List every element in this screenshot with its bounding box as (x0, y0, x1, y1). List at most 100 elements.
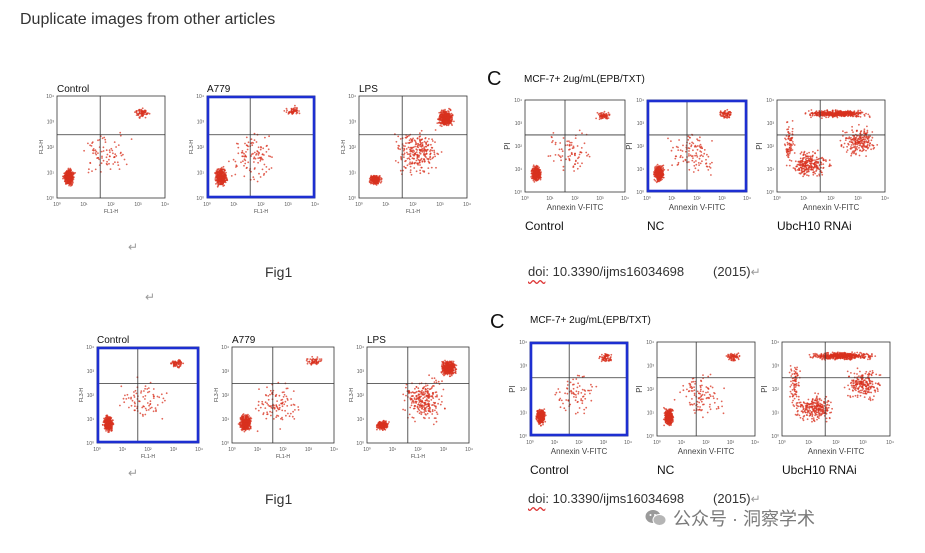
y-tick-label: 10³ (767, 121, 775, 127)
x-tick-label: 10³ (134, 202, 142, 208)
event-dots (788, 351, 882, 423)
page-title: Duplicate images from other articles (20, 11, 276, 28)
x-tick-label: 10³ (718, 196, 726, 202)
x-tick-label: 10² (575, 440, 583, 446)
return-mark: ↵ (128, 466, 139, 480)
event-dots (652, 108, 732, 184)
doi-prefix: doi (528, 264, 546, 279)
x-tick-label: 10⁰ (521, 196, 529, 202)
y-tick-label: 10¹ (772, 411, 780, 417)
x-tick-label: 10¹ (230, 202, 238, 208)
x-tick-label: 10⁰ (53, 202, 61, 208)
y-axis-title: PI (503, 142, 512, 150)
doi-prefix: doi (528, 491, 546, 506)
y-tick-label: 10⁰ (771, 434, 779, 440)
x-tick-label: 10⁰ (363, 447, 371, 453)
sample-label: A779 (207, 84, 231, 95)
y-tick-label: 10⁴ (636, 98, 644, 104)
x-tick-label: 10³ (600, 440, 608, 446)
return-mark: ↵ (750, 492, 761, 506)
sample-label: Control (57, 84, 89, 95)
y-tick-label: 10² (520, 387, 528, 393)
x-tick-label: 10¹ (800, 196, 808, 202)
x-tick-label: 10² (257, 202, 265, 208)
return-mark: ↵ (750, 265, 761, 279)
y-tick-label: 10³ (637, 121, 645, 127)
plot-frame (524, 99, 626, 193)
event-dots (368, 107, 455, 186)
y-tick-label: 10³ (357, 369, 365, 375)
x-tick-label: 10² (279, 447, 287, 453)
y-tick-label: 10⁰ (348, 196, 356, 202)
x-tick-label: 10³ (727, 440, 735, 446)
sample-label: LPS (359, 84, 378, 95)
y-axis-title: FL3-H (189, 140, 195, 154)
y-tick-label: 10¹ (767, 167, 775, 173)
y-tick-label: 10⁴ (514, 98, 522, 104)
y-tick-label: 10⁰ (86, 441, 94, 447)
doi-citation-bottom: doi: 10.3390/ijms16034698 (2015)↵ (528, 491, 761, 506)
y-tick-label: 10⁰ (46, 196, 54, 202)
y-axis-title: PI (635, 385, 644, 393)
x-tick-label: 10⁴ (886, 440, 894, 446)
sample-label: NC (657, 463, 675, 477)
watermark: 公众号 · 洞察学术 (645, 505, 815, 531)
y-axis-title: FL3-H (341, 140, 347, 154)
x-tick-label: 10² (571, 196, 579, 202)
y-tick-label: 10¹ (647, 411, 655, 417)
y-tick-label: 10³ (87, 369, 95, 375)
event-dots (237, 355, 323, 433)
sample-label: LPS (367, 335, 386, 346)
x-tick-label: 10³ (859, 440, 867, 446)
x-axis-title: Annexin V-FITC (669, 203, 726, 212)
x-tick-label: 10⁴ (330, 447, 338, 453)
x-tick-label: 10¹ (389, 447, 397, 453)
x-tick-label: 10² (832, 440, 840, 446)
y-tick-label: 10⁰ (646, 434, 654, 440)
x-axis-title: FL1-H (406, 209, 420, 215)
y-tick-label: 10⁰ (766, 190, 774, 196)
x-tick-label: 10¹ (254, 447, 262, 453)
figure-caption-bottom: Fig1 (265, 491, 293, 507)
wechat-icon (645, 510, 667, 526)
x-tick-label: 10² (409, 202, 417, 208)
y-tick-label: 10³ (772, 364, 780, 370)
y-axis-title: PI (625, 142, 634, 150)
x-tick-label: 10⁴ (465, 447, 473, 453)
y-tick-label: 10⁴ (221, 345, 229, 351)
y-tick-label: 10¹ (47, 171, 55, 177)
y-tick-label: 10² (357, 393, 365, 399)
y-tick-label: 10² (87, 393, 95, 399)
y-tick-label: 10⁰ (196, 196, 204, 202)
x-tick-label: 10² (827, 196, 835, 202)
x-tick-label: 10⁰ (93, 447, 101, 453)
x-tick-label: 10³ (854, 196, 862, 202)
x-tick-label: 10¹ (805, 440, 813, 446)
y-tick-label: 10³ (197, 120, 205, 126)
x-tick-label: 10⁰ (773, 196, 781, 202)
x-tick-label: 10¹ (80, 202, 88, 208)
x-tick-label: 10⁴ (743, 196, 751, 202)
x-tick-label: 10⁴ (463, 202, 471, 208)
x-tick-label: 10³ (436, 202, 444, 208)
doi-year: (2015) (713, 264, 751, 279)
x-tick-label: 10⁰ (526, 440, 534, 446)
doi-citation-top: doi: 10.3390/ijms16034698 (2015)↵ (528, 264, 761, 279)
y-tick-label: 10² (647, 387, 655, 393)
panel-letter-top: C (487, 68, 502, 90)
return-mark: ↵ (145, 290, 156, 304)
x-axis-title: Annexin V-FITC (803, 203, 860, 212)
x-tick-label: 10⁴ (751, 440, 759, 446)
x-tick-label: 10³ (170, 447, 178, 453)
y-tick-label: 10⁰ (356, 441, 364, 447)
x-tick-label: 10² (107, 202, 115, 208)
event-dots (662, 352, 741, 427)
y-tick-label: 10³ (222, 369, 230, 375)
y-tick-label: 10² (349, 145, 357, 151)
watermark-text: 公众号 · 洞察学术 (673, 509, 815, 529)
